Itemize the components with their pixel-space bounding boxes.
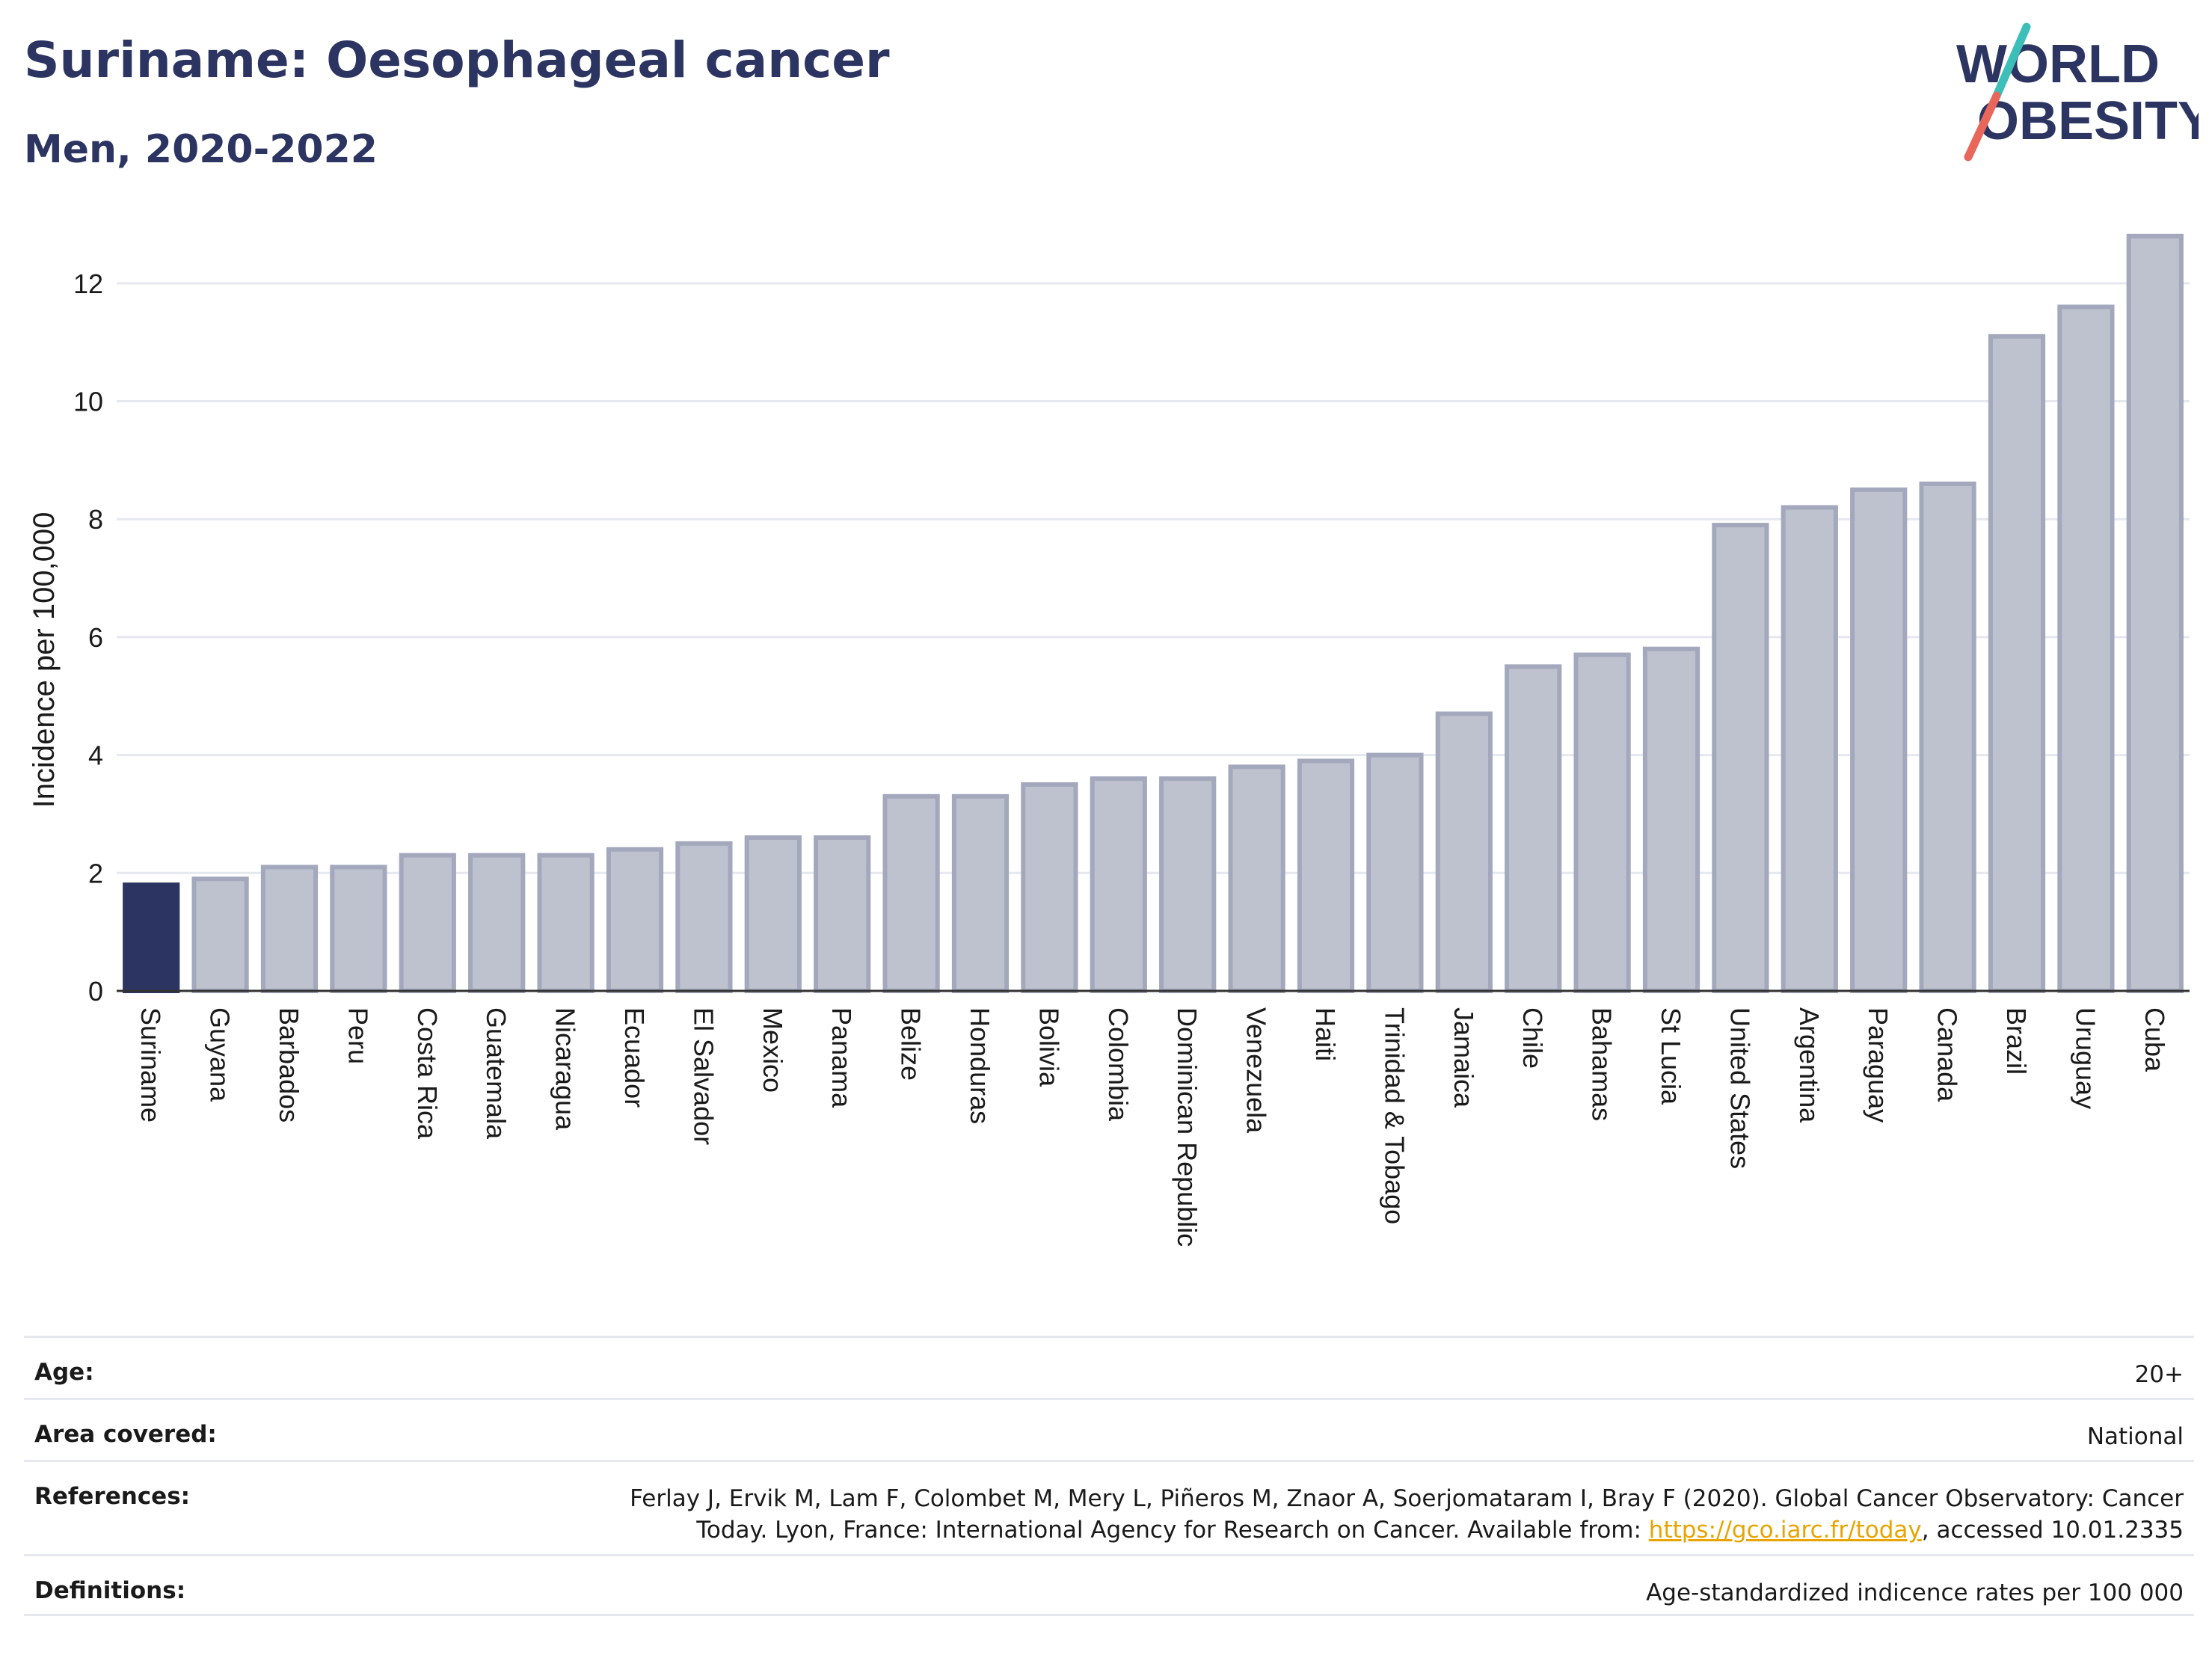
bar-cuba: [2126, 233, 2184, 993]
x-tick-label: Bolivia: [1033, 1007, 1064, 1087]
x-tick-label: United States: [1724, 1007, 1755, 1169]
meta-area-value: National: [2086, 1423, 2184, 1450]
x-tick-label: Brazil: [2001, 1007, 2032, 1075]
bar-st-lucia: [1642, 646, 1701, 993]
x-tick-label: Barbados: [274, 1007, 304, 1123]
bar-bahamas: [1573, 652, 1631, 993]
logo-text-world: WORLD: [1956, 34, 2160, 94]
x-tick-label: El Salvador: [688, 1007, 719, 1145]
bar-dominican-republic: [1159, 776, 1217, 993]
y-tick-label: 6: [88, 622, 103, 653]
x-tick-label: Cuba: [2139, 1007, 2170, 1072]
x-tick-label: Panama: [826, 1007, 857, 1108]
bar-ecuador: [606, 847, 664, 994]
x-tick-label: Chile: [1517, 1007, 1548, 1069]
meta-age-value: 20+: [2134, 1361, 2184, 1388]
world-obesity-logo: WORLD OBESITY: [1956, 22, 2199, 162]
bar-el-salvador: [675, 841, 733, 994]
x-tick-label: Venezuela: [1241, 1007, 1272, 1134]
x-tick-label: Guatemala: [481, 1007, 511, 1140]
x-tick-labels: Suriname Guyana Barbados Peru Costa Rica Guat…: [135, 1007, 2170, 1247]
y-tick-label: 8: [88, 504, 103, 535]
chart-subtitle: Men, 2020-2022: [24, 127, 378, 172]
bar-argentina: [1781, 505, 1838, 993]
bar-belize: [882, 793, 940, 994]
x-tick-label: Uruguay: [2070, 1007, 2101, 1109]
x-tick-label: Dominican Republic: [1172, 1007, 1202, 1247]
x-tick-label: Costa Rica: [412, 1007, 443, 1140]
bar-haiti: [1297, 758, 1355, 993]
bar-nicaragua: [537, 853, 595, 993]
logo-slash-top: [1992, 22, 2031, 100]
x-tick-label: Paraguay: [1863, 1007, 1893, 1123]
meta-references-value: Ferlay J, Ervik M, Lam F, Colombet M, Me…: [630, 1483, 2184, 1546]
logo-slash-bottom: [1964, 91, 2001, 162]
references-line2-post: , accessed 10.01.2335: [1921, 1517, 2184, 1544]
x-tick-label: Colombia: [1103, 1007, 1134, 1122]
meta-references-label: References:: [34, 1483, 191, 1510]
bar-united-states: [1712, 523, 1769, 993]
references-link[interactable]: https://gco.iarc.fr/today: [1648, 1517, 1922, 1544]
x-tick-label: Argentina: [1794, 1007, 1825, 1123]
bar-paraguay: [1850, 487, 1908, 993]
bar-costa-rica: [399, 853, 456, 993]
chart-title: Suriname: Oesophageal cancer: [24, 31, 890, 89]
x-tick-label: St Lucia: [1656, 1007, 1686, 1105]
bar-jamaica: [1435, 711, 1493, 994]
bar-panama: [814, 835, 871, 993]
meta-age-label: Age:: [34, 1359, 94, 1386]
bar-bolivia: [1021, 782, 1078, 993]
meta-area-label: Area covered:: [34, 1421, 217, 1448]
bar-uruguay: [2057, 304, 2115, 993]
meta-definitions-value: Age-standardized indicence rates per 100…: [1646, 1579, 2184, 1606]
bar-brazil: [1988, 334, 2046, 993]
x-tick-label: Mexico: [758, 1007, 788, 1093]
grid-lines: [117, 282, 2190, 874]
x-tick-label: Bahamas: [1587, 1007, 1617, 1121]
x-tick-label: Jamaica: [1448, 1007, 1479, 1108]
x-tick-label: Peru: [342, 1007, 373, 1064]
meta-row-age: Age: 20+: [24, 1336, 2194, 1398]
x-tick-label: Ecuador: [619, 1007, 650, 1108]
references-line1: Ferlay J, Ervik M, Lam F, Colombet M, Me…: [630, 1485, 2184, 1512]
y-tick-label: 12: [73, 268, 103, 299]
y-tick-label: 4: [88, 740, 103, 771]
x-tick-label: Honduras: [965, 1007, 995, 1124]
meta-row-area: Area covered: National: [24, 1398, 2194, 1460]
bar-peru: [330, 865, 387, 994]
bar-mexico: [744, 835, 802, 993]
meta-definitions-label: Definitions:: [34, 1577, 186, 1604]
x-tick-label: Trinidad & Tobago: [1379, 1007, 1410, 1224]
x-tick-label: Haiti: [1310, 1007, 1341, 1061]
y-tick-label: 0: [88, 976, 103, 1007]
bar-barbados: [260, 865, 319, 994]
y-axis-label: Incidence per 100,000: [28, 512, 61, 808]
y-tick-labels: 0 2 4 6 8 10 12: [73, 268, 103, 1007]
bar-venezuela: [1228, 764, 1285, 994]
metadata-table: Age: 20+ Area covered: National Referenc…: [24, 1336, 2194, 1616]
x-tick-label: Guyana: [205, 1007, 236, 1102]
bar-chile: [1505, 664, 1562, 993]
bar-canada: [1919, 481, 1976, 993]
meta-row-references: References: Ferlay J, Ervik M, Lam F, Co…: [24, 1460, 2194, 1554]
references-line2-pre: Today. Lyon, France: International Agenc…: [696, 1517, 1649, 1544]
bar-trinidad-tobago: [1366, 752, 1424, 993]
bar-colombia: [1090, 776, 1147, 993]
y-tick-label: 10: [73, 387, 103, 417]
y-tick-label: 2: [88, 858, 103, 888]
meta-row-definitions: Definitions: Age-standardized indicence …: [24, 1554, 2194, 1616]
x-tick-label: Canada: [1932, 1007, 1963, 1102]
x-tick-label: Belize: [896, 1007, 927, 1081]
bar-guatemala: [468, 853, 526, 993]
x-tick-label: Nicaragua: [550, 1007, 581, 1131]
bar-suriname: [123, 882, 180, 993]
bars: [123, 233, 2184, 994]
bar-guyana: [191, 876, 249, 993]
bar-honduras: [951, 793, 1010, 994]
bar-chart: 0 2 4 6 8 10 12 Suriname Guyana Barbados Peru Cost…: [28, 233, 2190, 1247]
x-tick-label: Suriname: [135, 1007, 166, 1123]
logo-text-obesity: OBESITY: [1977, 91, 2199, 151]
